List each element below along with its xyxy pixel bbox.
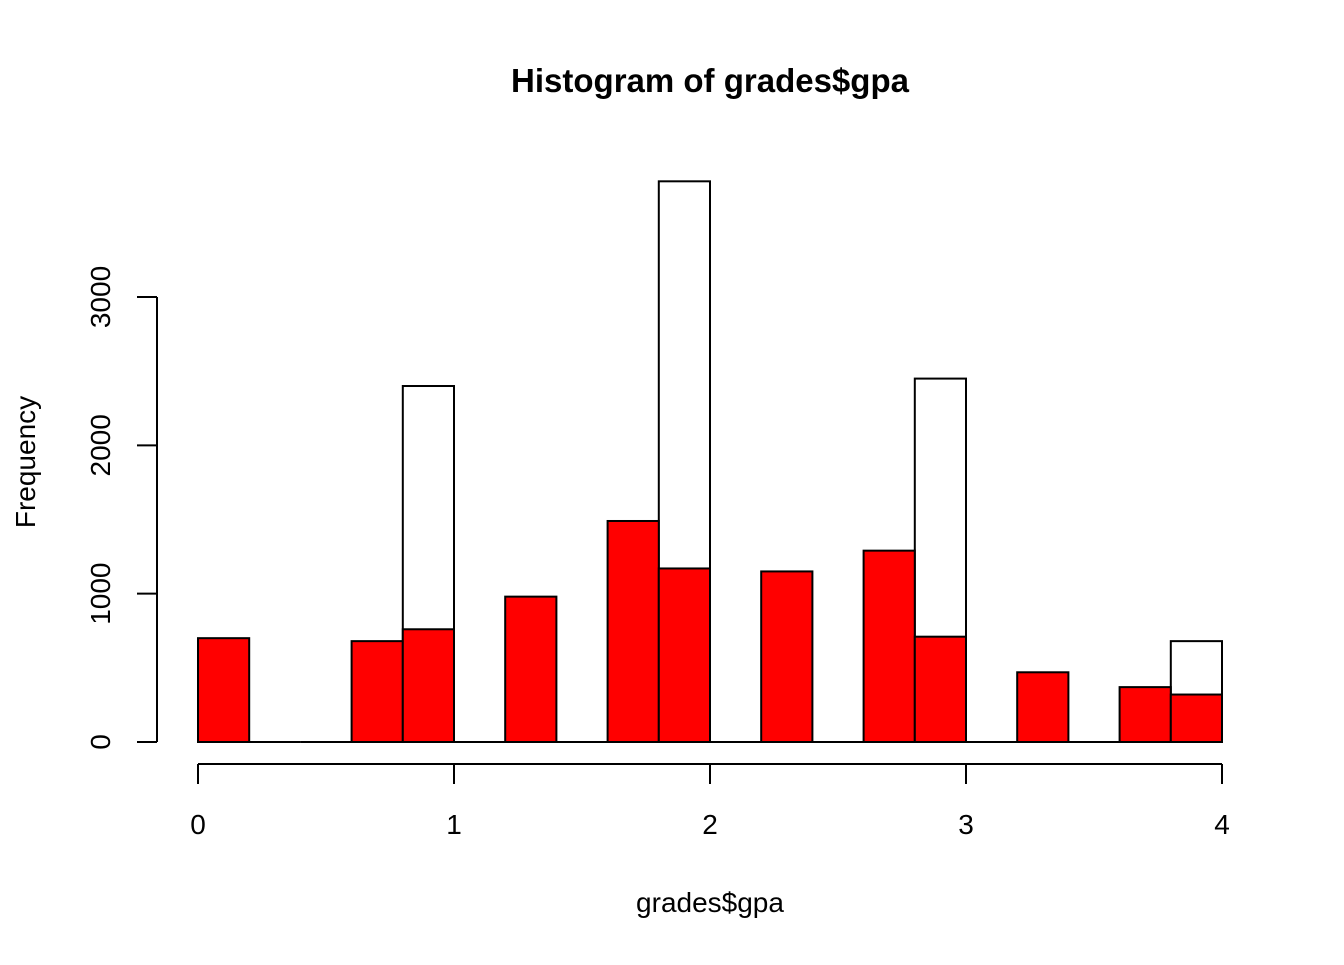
y-tick-label: 0: [85, 734, 116, 750]
x-axis-label: grades$gpa: [636, 887, 784, 918]
histogram-bar: [606, 519, 660, 743]
bars-layer: [197, 180, 1224, 744]
histogram-bar: [350, 640, 404, 744]
x-tick-label: 2: [702, 809, 718, 840]
histogram-bar: [504, 595, 558, 743]
x-tick-label: 0: [190, 809, 206, 840]
axes-layer: 0 1 2 3 4 0 1000 2000 3000: [85, 266, 1230, 840]
histogram-bar: [913, 635, 967, 744]
x-tick-label: 4: [1214, 809, 1230, 840]
x-tick-label: 1: [446, 809, 462, 840]
y-tick-label: 3000: [85, 266, 116, 328]
histogram-bar: [862, 549, 916, 743]
histogram-bar: [657, 567, 711, 744]
x-tick-label: 3: [958, 809, 974, 840]
histogram-bar: [401, 628, 455, 744]
histogram-bar: [1169, 693, 1224, 744]
histogram-bar: [197, 637, 251, 744]
y-tick-label: 1000: [85, 563, 116, 625]
histogram-bar: [1016, 671, 1070, 744]
histogram-bar: [1118, 686, 1172, 744]
y-tick-label: 2000: [85, 414, 116, 476]
histogram-bar: [760, 570, 814, 743]
chart-title: Histogram of grades$gpa: [511, 62, 910, 99]
y-axis-label: Frequency: [10, 396, 41, 528]
